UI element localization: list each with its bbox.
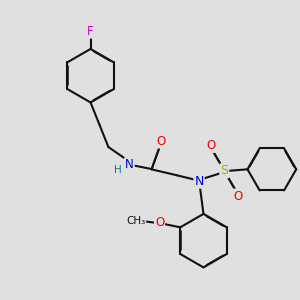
Text: N: N xyxy=(125,158,134,171)
Text: O: O xyxy=(157,135,166,148)
Text: N: N xyxy=(194,175,204,188)
Text: S: S xyxy=(220,164,228,177)
Text: O: O xyxy=(206,139,216,152)
Text: O: O xyxy=(233,190,242,202)
Text: H: H xyxy=(114,165,122,175)
Text: F: F xyxy=(87,25,94,38)
Text: CH₃: CH₃ xyxy=(126,216,146,226)
Text: O: O xyxy=(155,216,164,229)
